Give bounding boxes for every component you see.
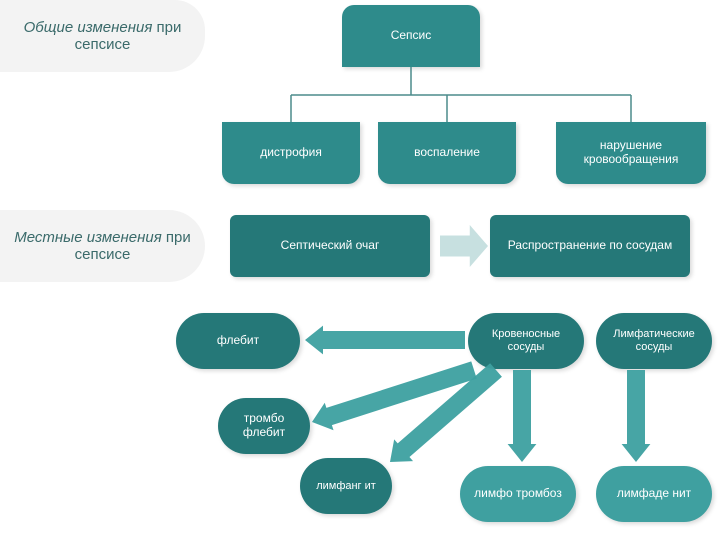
node-inflammation: воспаление — [378, 122, 516, 184]
node-lymphadenitis: лимфаде нит — [596, 466, 712, 522]
node-focus: Септический очаг — [230, 215, 430, 277]
node-dystrophy: дистрофия — [222, 122, 360, 184]
banner-top: Общие изменения при сепсисе — [0, 0, 205, 72]
banner-middle-em: Местные изменения — [14, 229, 161, 246]
node-lymphangitis: лимфанг ит — [300, 458, 392, 514]
node-phlebitis: флебит — [176, 313, 300, 369]
banner-top-em: Общие изменения — [24, 19, 153, 36]
node-lymphothromb: лимфо тромбоз — [460, 466, 576, 522]
banner-middle: Местные изменения при сепсисе — [0, 210, 205, 282]
node-circulation: нарушение кровообращения — [556, 122, 706, 184]
node-blood: Кровеносные сосуды — [468, 313, 584, 369]
node-lymph: Лимфатические сосуды — [596, 313, 712, 369]
node-sepsis: Сепсис — [342, 5, 480, 67]
node-thrombo: тромбо флебит — [218, 398, 310, 454]
node-spread: Распространение по сосудам — [490, 215, 690, 277]
